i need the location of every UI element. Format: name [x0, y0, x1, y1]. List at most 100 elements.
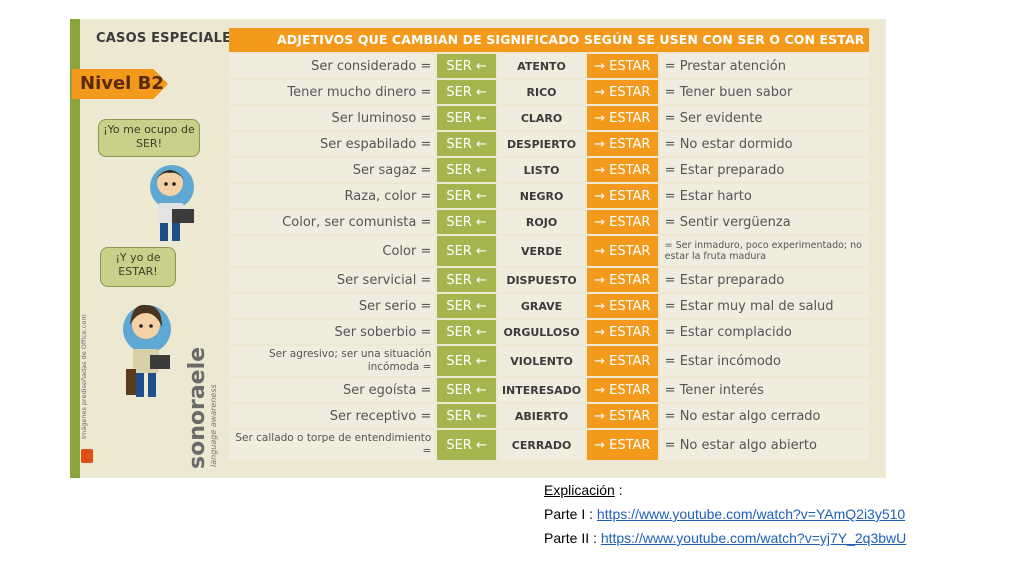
ser-label: SER ←: [437, 346, 497, 376]
estar-label: → ESTAR: [586, 54, 658, 78]
ser-meaning: Ser callado o torpe de entendimiento =: [229, 430, 436, 460]
explanation-heading: Explicación: [544, 482, 615, 498]
explanation-links: Explicación : Parte I : https://www.yout…: [544, 478, 906, 550]
table-row: Ser callado o torpe de entendimiento = SE…: [229, 430, 869, 460]
table-row: Ser sagaz = SER ← LISTO → ESTAR = Estar prep…: [229, 158, 869, 182]
table-row: Ser receptivo = SER ← ABIERTO → ESTAR = No e…: [229, 404, 869, 428]
estar-label: → ESTAR: [586, 430, 658, 460]
table-row: Ser egoísta = SER ← INTERESADO → ESTAR = Ten…: [229, 378, 869, 402]
estar-meaning: = No estar dormido: [659, 132, 869, 156]
estar-label: → ESTAR: [586, 80, 658, 104]
ser-meaning: Ser servicial =: [229, 268, 436, 292]
ser-label: SER ←: [437, 132, 497, 156]
adjective: LISTO: [498, 158, 585, 182]
office-credit: Imágenes prediseñadas de Office.com: [78, 309, 98, 469]
ser-meaning: Ser egoísta =: [229, 378, 436, 402]
ser-meaning: Color, ser comunista =: [229, 210, 436, 234]
ser-meaning: Raza, color =: [229, 184, 436, 208]
ser-label: SER ←: [437, 320, 497, 344]
section-heading: CASOS ESPECIALES:: [96, 31, 247, 46]
ser-label: SER ←: [437, 294, 497, 318]
estar-meaning: = Prestar atención: [659, 54, 869, 78]
estar-label: → ESTAR: [586, 106, 658, 130]
adjective: ABIERTO: [498, 404, 585, 428]
estar-meaning: = Estar harto: [659, 184, 869, 208]
table-title: ADJETIVOS QUE CAMBIAN DE SIGNIFICADO SEG…: [229, 28, 869, 52]
estar-meaning: = Sentir vergüenza: [659, 210, 869, 234]
ser-label: SER ←: [437, 404, 497, 428]
ser-meaning: Color =: [229, 236, 436, 266]
brand-name: sonoraele: [185, 346, 210, 469]
ser-label: SER ←: [437, 80, 497, 104]
ser-label: SER ←: [437, 106, 497, 130]
adjective: RICO: [498, 80, 585, 104]
table-row: Raza, color = SER ← NEGRO → ESTAR = Estar ha…: [229, 184, 869, 208]
adjective: GRAVE: [498, 294, 585, 318]
estar-meaning: = No estar algo abierto: [659, 430, 869, 460]
ser-meaning: Ser agresivo; ser una situación incómoda…: [229, 346, 436, 376]
boy-character-ser-icon: [150, 165, 194, 241]
brand-tagline: language awareness: [209, 384, 218, 467]
estar-meaning: = Estar complacido: [659, 320, 869, 344]
estar-meaning: = Ser inmaduro, poco experimentado; no e…: [659, 236, 869, 266]
speech-bubble-estar: ¡Y yo de ESTAR!: [100, 247, 176, 287]
ser-meaning: Ser luminoso =: [229, 106, 436, 130]
estar-label: → ESTAR: [586, 378, 658, 402]
part1-label: Parte I :: [544, 506, 597, 522]
level-badge: Nivel B2: [72, 69, 168, 99]
adjective: ATENTO: [498, 54, 585, 78]
table-row: Ser luminoso = SER ← CLARO → ESTAR = Ser evi…: [229, 106, 869, 130]
estar-meaning: = Estar preparado: [659, 268, 869, 292]
girl-character-estar-icon: [123, 304, 171, 397]
office-credit-text: Imágenes prediseñadas de Office.com: [80, 314, 88, 439]
ser-meaning: Ser serio =: [229, 294, 436, 318]
left-accent-strip: [70, 19, 80, 478]
ser-meaning: Ser soberbio =: [229, 320, 436, 344]
estar-label: → ESTAR: [586, 320, 658, 344]
estar-label: → ESTAR: [586, 294, 658, 318]
estar-label: → ESTAR: [586, 404, 658, 428]
table-row: Color, ser comunista = SER ← ROJO → ESTAR = …: [229, 210, 869, 234]
estar-label: → ESTAR: [586, 236, 658, 266]
brand-logo: sonoraele language awareness: [185, 319, 218, 469]
ser-meaning: Ser espabilado =: [229, 132, 436, 156]
adjective: CLARO: [498, 106, 585, 130]
estar-meaning: = Estar muy mal de salud: [659, 294, 869, 318]
estar-label: → ESTAR: [586, 184, 658, 208]
table-row: Color = SER ← VERDE → ESTAR = Ser inmaduro, …: [229, 236, 869, 266]
estar-meaning: = Estar preparado: [659, 158, 869, 182]
table-row: Ser considerado = SER ← ATENTO → ESTAR = Pre…: [229, 54, 869, 78]
table-row: Ser servicial = SER ← DISPUESTO → ESTAR = Es…: [229, 268, 869, 292]
ser-label: SER ←: [437, 158, 497, 182]
adjective: DESPIERTO: [498, 132, 585, 156]
part2-link[interactable]: https://www.youtube.com/watch?v=yj7Y_2q3…: [600, 530, 907, 546]
adjective: ORGULLOSO: [498, 320, 585, 344]
ser-label: SER ←: [437, 378, 497, 402]
table-row: Tener mucho dinero = SER ← RICO → ESTAR = Te…: [229, 80, 869, 104]
adjective: INTERESADO: [498, 378, 585, 402]
part1-link[interactable]: https://www.youtube.com/watch?v=YAmQ2i3y…: [596, 506, 906, 522]
adjectives-table: Ser considerado = SER ← ATENTO → ESTAR = Pre…: [229, 54, 869, 462]
ser-label: SER ←: [437, 236, 497, 266]
table-row: Ser soberbio = SER ← ORGULLOSO → ESTAR = Est…: [229, 320, 869, 344]
estar-label: → ESTAR: [586, 132, 658, 156]
ser-label: SER ←: [437, 184, 497, 208]
speech-bubble-ser: ¡Yo me ocupo de SER!: [98, 119, 200, 157]
estar-meaning: = Tener buen sabor: [659, 80, 869, 104]
adjective: VIOLENTO: [498, 346, 585, 376]
estar-meaning: = Tener interés: [659, 378, 869, 402]
estar-meaning: = Estar incómodo: [659, 346, 869, 376]
ser-meaning: Ser considerado =: [229, 54, 436, 78]
part2-label: Parte II :: [544, 530, 601, 546]
ser-meaning: Ser sagaz =: [229, 158, 436, 182]
ser-meaning: Tener mucho dinero =: [229, 80, 436, 104]
estar-label: → ESTAR: [586, 346, 658, 376]
estar-label: → ESTAR: [586, 158, 658, 182]
infographic-card: CASOS ESPECIALES: Nivel B2 ¡Yo me ocupo …: [70, 19, 886, 478]
ser-meaning: Ser receptivo =: [229, 404, 436, 428]
adjective: DISPUESTO: [498, 268, 585, 292]
adjective: NEGRO: [498, 184, 585, 208]
estar-meaning: = No estar algo cerrado: [659, 404, 869, 428]
table-row: Ser agresivo; ser una situación incómoda…: [229, 346, 869, 376]
office-logo-icon: [81, 449, 93, 463]
